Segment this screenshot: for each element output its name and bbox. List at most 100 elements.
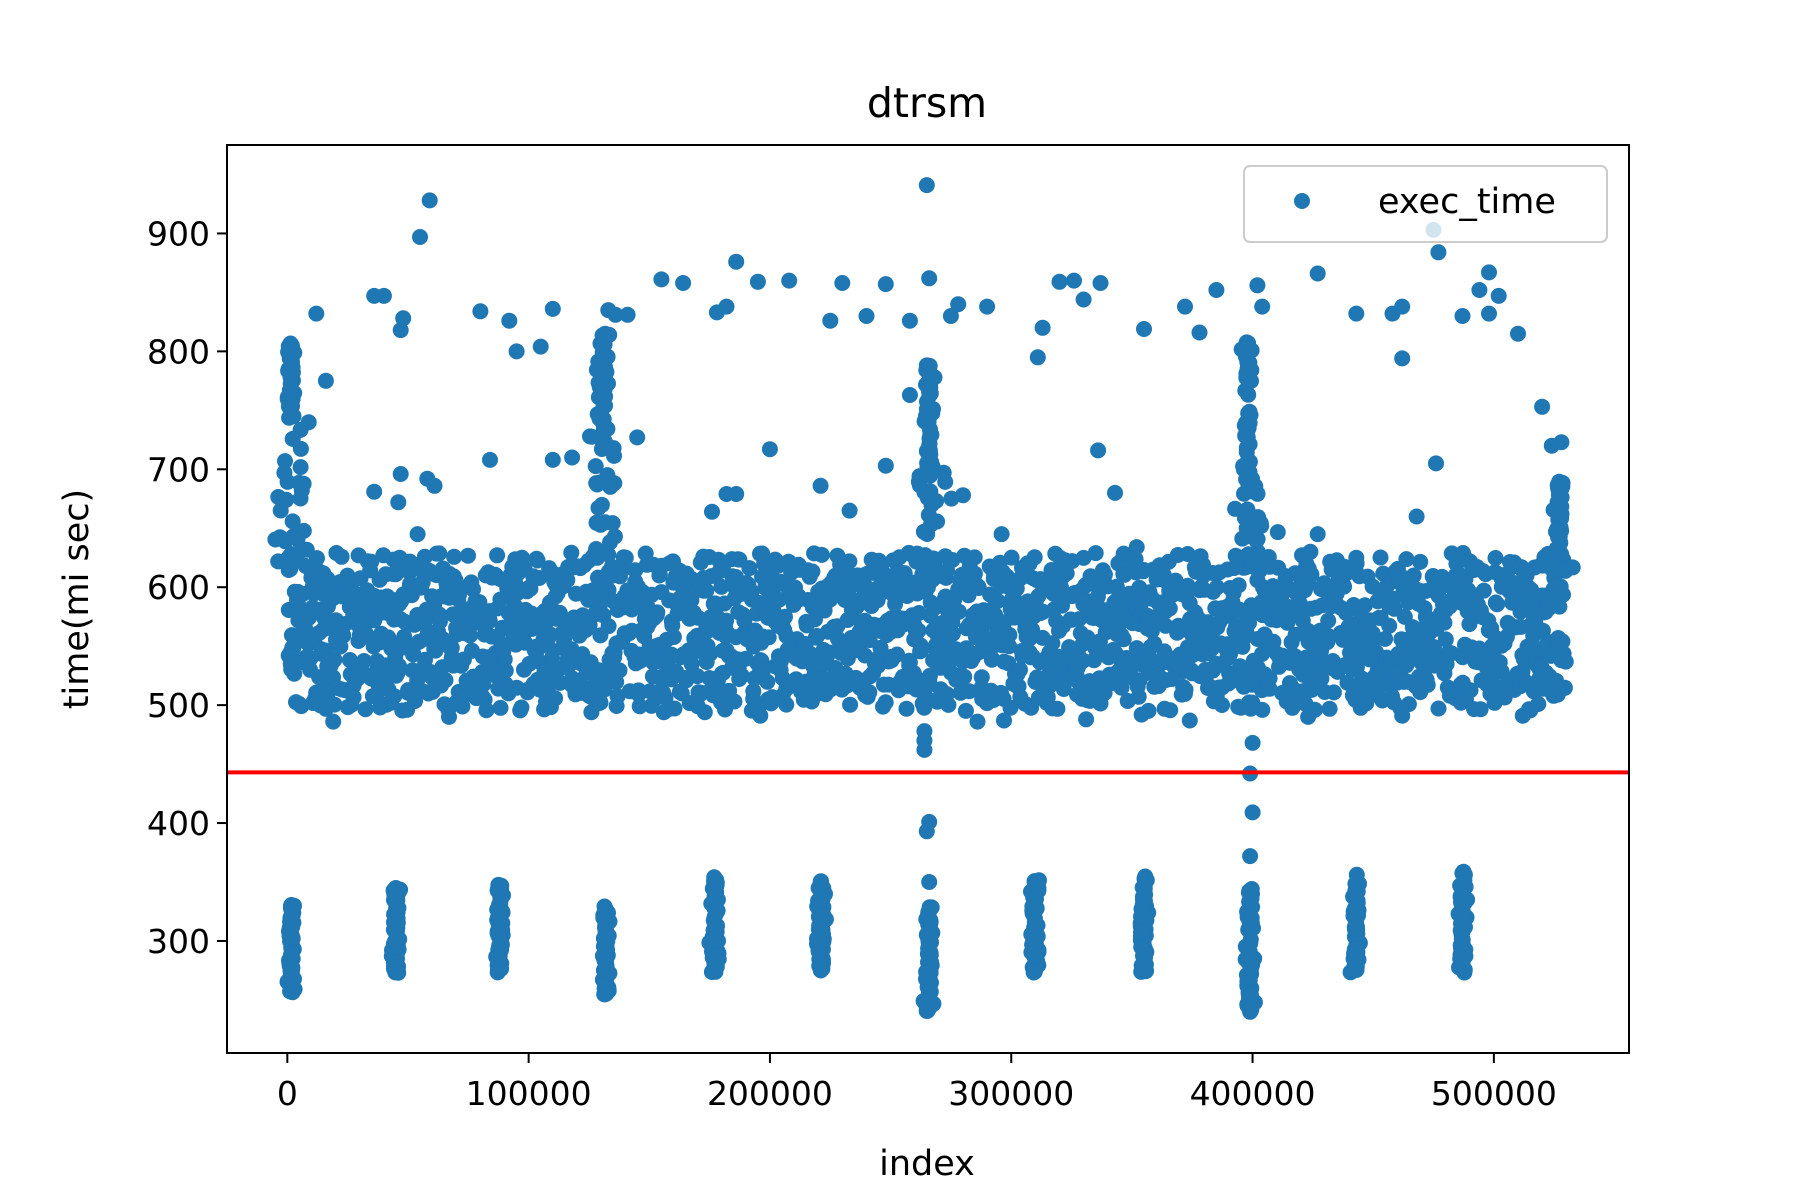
- data-point-1978: [1487, 550, 1504, 566]
- data-point-2156: [282, 913, 299, 930]
- data-point-3365: [955, 487, 971, 504]
- data-point-177: [384, 637, 401, 654]
- data-point-2230: [388, 958, 405, 975]
- data-point-1058: [921, 672, 938, 689]
- data-point-1840: [1400, 696, 1417, 713]
- data-point-3052: [606, 475, 623, 492]
- data-point-2997: [279, 473, 296, 490]
- data-point-3288: [1309, 265, 1326, 282]
- data-point-714: [713, 578, 730, 595]
- data-point-2993: [298, 541, 315, 558]
- data-point-3200: [1234, 530, 1251, 547]
- data-point-547: [611, 662, 628, 679]
- data-point-3333: [1034, 319, 1051, 336]
- y-tick-label: 500: [147, 686, 210, 725]
- data-point-258: [431, 613, 448, 630]
- data-point-669: [683, 656, 700, 672]
- data-point-3353: [544, 451, 561, 468]
- data-point-2650: [1025, 889, 1042, 906]
- data-point-988: [877, 694, 894, 711]
- data-point-350: [489, 547, 506, 564]
- data-point-2300: [489, 925, 506, 942]
- data-point-3345: [1553, 434, 1570, 451]
- data-point-897: [821, 644, 838, 661]
- x-tick-label: 300000: [948, 1074, 1074, 1113]
- data-point-2505: [812, 926, 829, 943]
- data-point-3139: [919, 489, 936, 506]
- data-point-562: [617, 549, 634, 566]
- data-point-2509: [811, 940, 828, 957]
- data-point-2297: [492, 958, 508, 975]
- data-point-3208: [1269, 524, 1286, 541]
- data-point-1454: [1162, 702, 1179, 719]
- data-point-2990: [292, 440, 309, 457]
- data-point-3332: [532, 338, 549, 355]
- data-point-2791: [1242, 951, 1259, 967]
- data-point-2087: [1554, 633, 1571, 650]
- data-point-1046: [914, 640, 931, 657]
- data-point-697: [702, 645, 719, 662]
- data-point-2995: [278, 491, 295, 508]
- data-point-3141: [911, 468, 928, 485]
- data-point-1424: [1143, 622, 1160, 639]
- data-point-794: [759, 673, 776, 690]
- plot-frame: [226, 144, 1630, 1054]
- data-point-2928: [1453, 904, 1470, 921]
- data-point-3321: [1075, 291, 1092, 308]
- data-point-3339: [317, 372, 334, 389]
- data-point-3349: [629, 429, 646, 446]
- data-point-1836: [1398, 551, 1415, 568]
- data-point-2434: [708, 902, 725, 919]
- y-tick-label: 800: [147, 332, 210, 371]
- data-point-1172: [989, 593, 1006, 609]
- data-point-3136: [915, 523, 932, 540]
- data-point-3387: [752, 707, 769, 724]
- data-point-3316: [858, 308, 875, 324]
- x-tick-label: 200000: [707, 1074, 833, 1113]
- data-point-1683: [1303, 566, 1320, 583]
- data-point-2788: [1242, 986, 1259, 1003]
- data-point-3292: [749, 273, 766, 290]
- data-point-3115: [921, 357, 938, 374]
- data-point-3297: [1051, 273, 1068, 290]
- data-point-1771: [1358, 695, 1375, 712]
- data-point-829: [778, 696, 795, 713]
- data-point-3334: [1136, 321, 1152, 337]
- data-point-1884: [1430, 700, 1447, 717]
- data-point-1794: [1372, 549, 1389, 566]
- y-tick-label: 600: [147, 568, 210, 607]
- data-point-3312: [619, 306, 636, 323]
- data-point-3210: [1240, 546, 1257, 563]
- legend-box: [1243, 165, 1608, 243]
- data-point-1403: [1130, 688, 1147, 705]
- data-point-1732: [1336, 578, 1353, 595]
- data-point-1807: [1381, 617, 1398, 634]
- data-point-3300: [1208, 282, 1225, 298]
- data-point-3298: [1066, 272, 1082, 289]
- data-point-3290: [653, 271, 670, 288]
- data-point-182: [386, 688, 403, 705]
- data-point-129: [357, 701, 374, 718]
- data-point-3382: [441, 708, 457, 725]
- data-point-2649: [1029, 926, 1045, 943]
- data-point-2931: [1453, 887, 1470, 904]
- data-point-3301: [1249, 277, 1266, 294]
- data-point-1039: [910, 622, 927, 639]
- data-point-417: [531, 570, 548, 586]
- x-tick-label: 0: [277, 1074, 298, 1113]
- data-point-3204: [1249, 531, 1266, 548]
- points-layer: [267, 177, 1581, 1020]
- data-point-308: [462, 627, 478, 644]
- data-point-1706: [1319, 627, 1336, 644]
- data-point-1529: [1209, 579, 1225, 596]
- data-point-2159: [284, 983, 301, 1000]
- data-point-3243: [1545, 501, 1562, 518]
- data-point-2575: [920, 904, 937, 921]
- data-point-1866: [1419, 676, 1436, 693]
- data-point-3327: [1454, 308, 1471, 324]
- data-point-3360: [704, 503, 720, 520]
- data-point-1617: [1261, 680, 1278, 697]
- data-point-3211: [1243, 483, 1260, 500]
- data-point-91: [333, 548, 350, 565]
- data-point-3373: [916, 741, 933, 758]
